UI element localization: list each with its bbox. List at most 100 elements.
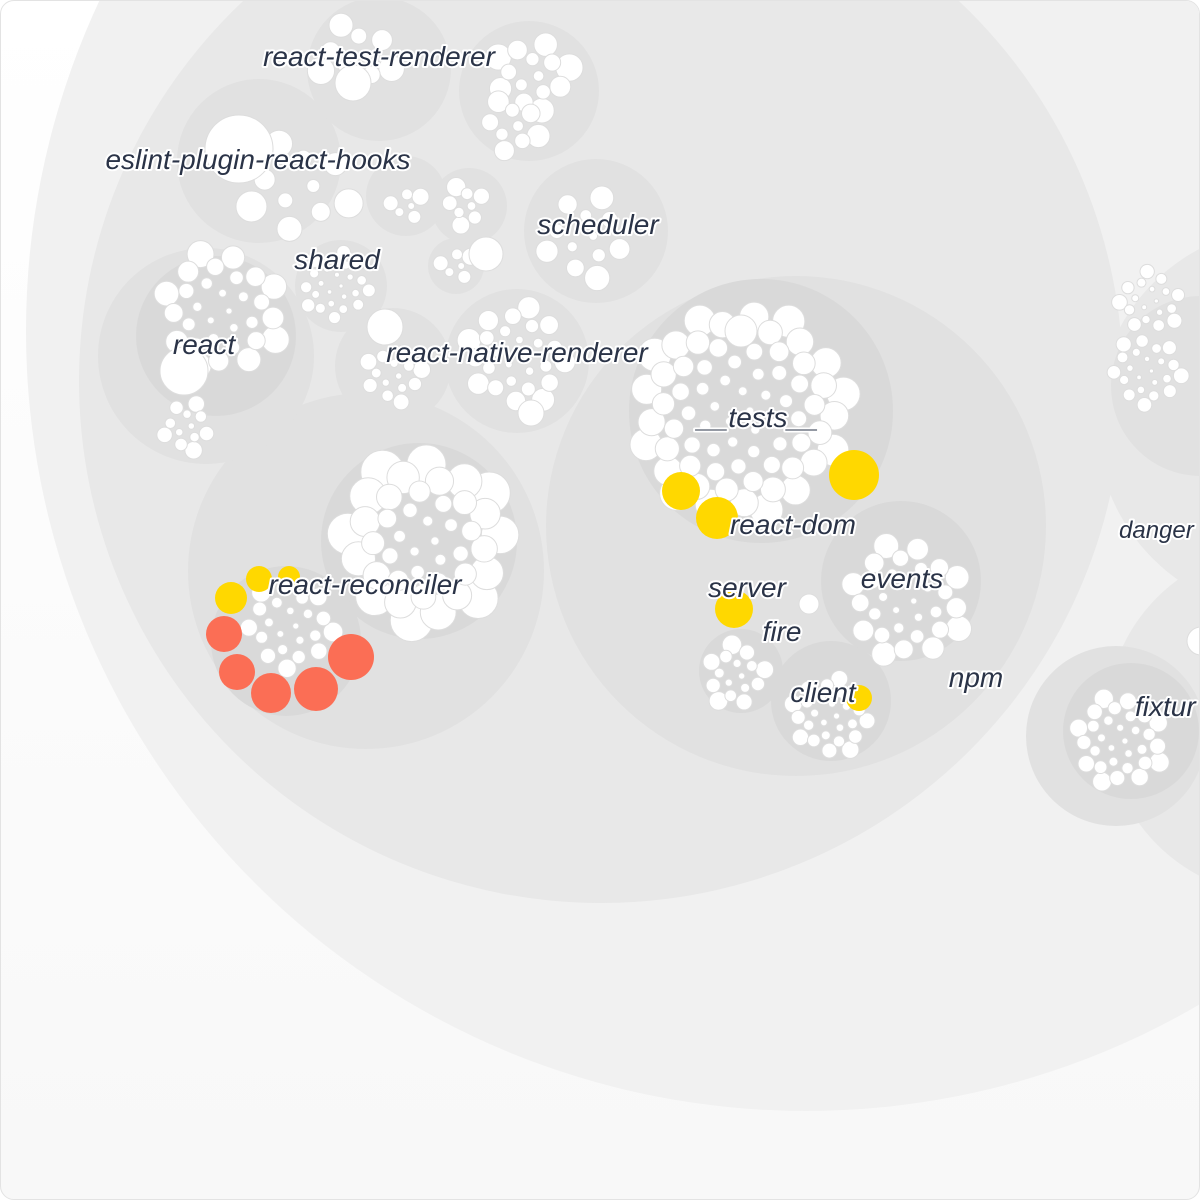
file-circle[interactable] bbox=[359, 352, 378, 371]
file-circle[interactable] bbox=[333, 271, 341, 278]
file-circle[interactable] bbox=[785, 327, 815, 357]
file-circle[interactable] bbox=[259, 647, 277, 664]
file-circle[interactable] bbox=[500, 63, 518, 81]
file-circle[interactable] bbox=[737, 672, 746, 680]
file-circle[interactable] bbox=[1109, 769, 1126, 787]
file-circle[interactable] bbox=[1077, 755, 1096, 773]
file-circle[interactable] bbox=[730, 458, 747, 475]
file-circle[interactable] bbox=[1111, 293, 1128, 311]
file-circle[interactable] bbox=[835, 723, 845, 732]
file-circle[interactable] bbox=[286, 606, 295, 616]
file-circle[interactable] bbox=[451, 215, 471, 235]
file-circle[interactable] bbox=[208, 350, 230, 372]
file-circle[interactable] bbox=[768, 341, 790, 363]
file-circle[interactable] bbox=[1096, 733, 1107, 743]
file-circle[interactable] bbox=[245, 315, 259, 329]
file-circle[interactable] bbox=[893, 639, 914, 660]
file-circle[interactable] bbox=[206, 316, 215, 325]
file-circle[interactable] bbox=[821, 742, 838, 759]
file-circle[interactable] bbox=[1139, 263, 1155, 280]
file-circle[interactable] bbox=[255, 630, 269, 644]
file-circle[interactable] bbox=[1086, 719, 1100, 733]
file-circle[interactable] bbox=[790, 374, 810, 394]
file-circle[interactable] bbox=[323, 152, 348, 177]
file-circle[interactable] bbox=[422, 515, 434, 527]
file-circle[interactable] bbox=[351, 288, 360, 298]
file-circle[interactable] bbox=[1166, 303, 1177, 314]
file-circle[interactable] bbox=[351, 257, 365, 271]
file-circle[interactable] bbox=[410, 583, 437, 610]
file-circle[interactable] bbox=[403, 360, 415, 372]
folder-label-react-native-renderer[interactable]: react-native-renderer bbox=[384, 335, 651, 370]
file-circle[interactable] bbox=[457, 262, 466, 270]
file-circle[interactable] bbox=[750, 424, 761, 435]
file-circle[interactable] bbox=[394, 372, 403, 380]
file-circle[interactable] bbox=[467, 210, 482, 225]
file-circle[interactable] bbox=[452, 490, 478, 516]
file-circle[interactable] bbox=[1119, 374, 1130, 386]
file-circle[interactable] bbox=[229, 323, 239, 333]
file-circle[interactable] bbox=[320, 41, 341, 62]
file-circle[interactable] bbox=[929, 558, 950, 578]
file-circle[interactable] bbox=[601, 211, 619, 229]
file-circle[interactable] bbox=[921, 636, 945, 660]
highlighted-file-yellow[interactable] bbox=[215, 582, 247, 614]
file-circle[interactable] bbox=[868, 607, 882, 621]
file-circle[interactable] bbox=[873, 626, 891, 644]
highlighted-file-yellow[interactable] bbox=[696, 497, 738, 539]
file-circle[interactable] bbox=[261, 306, 285, 330]
file-circle[interactable] bbox=[1130, 725, 1141, 736]
file-circle[interactable] bbox=[277, 658, 297, 679]
file-circle[interactable] bbox=[204, 114, 274, 184]
file-circle[interactable] bbox=[847, 718, 858, 730]
file-circle[interactable] bbox=[803, 394, 826, 416]
file-circle[interactable] bbox=[229, 270, 244, 286]
file-circle[interactable] bbox=[864, 573, 881, 590]
file-circle[interactable] bbox=[481, 113, 500, 132]
file-circle[interactable] bbox=[376, 349, 390, 364]
file-circle[interactable] bbox=[819, 678, 835, 693]
file-circle[interactable] bbox=[747, 444, 761, 459]
file-circle[interactable] bbox=[397, 382, 408, 393]
file-circle[interactable] bbox=[178, 282, 195, 300]
file-circle[interactable] bbox=[863, 552, 885, 574]
file-circle[interactable] bbox=[566, 241, 578, 253]
file-circle[interactable] bbox=[553, 351, 576, 374]
file-circle[interactable] bbox=[264, 617, 274, 628]
file-circle[interactable] bbox=[276, 629, 285, 638]
file-circle[interactable] bbox=[848, 729, 863, 744]
file-circle[interactable] bbox=[802, 719, 815, 731]
folder-label-react-reconciler[interactable]: react-reconciler bbox=[267, 567, 466, 602]
file-circle[interactable] bbox=[858, 712, 876, 730]
file-circle[interactable] bbox=[1172, 367, 1190, 385]
file-circle[interactable] bbox=[663, 418, 685, 439]
file-circle[interactable] bbox=[381, 378, 390, 387]
file-circle[interactable] bbox=[366, 308, 404, 346]
file-circle[interactable] bbox=[832, 712, 841, 720]
file-circle[interactable] bbox=[1161, 287, 1171, 296]
file-circle[interactable] bbox=[186, 240, 215, 269]
file-circle[interactable] bbox=[346, 273, 354, 281]
file-circle[interactable] bbox=[524, 366, 535, 376]
highlighted-file-yellow[interactable] bbox=[278, 566, 300, 588]
folder-label-eslint-plugin-react-hooks[interactable]: eslint-plugin-react-hooks bbox=[103, 142, 412, 177]
file-circle[interactable] bbox=[504, 102, 520, 118]
file-circle[interactable] bbox=[1126, 364, 1134, 372]
file-circle[interactable] bbox=[1106, 365, 1122, 380]
file-circle[interactable] bbox=[503, 307, 522, 326]
file-circle[interactable] bbox=[680, 405, 697, 421]
file-circle[interactable] bbox=[237, 291, 249, 303]
file-circle[interactable] bbox=[1151, 378, 1159, 386]
file-circle[interactable] bbox=[914, 561, 929, 576]
file-circle[interactable] bbox=[333, 188, 364, 219]
file-circle[interactable] bbox=[521, 103, 541, 124]
file-circle[interactable] bbox=[1136, 397, 1153, 413]
file-circle[interactable] bbox=[1108, 756, 1119, 767]
file-circle[interactable] bbox=[702, 652, 721, 671]
file-circle[interactable] bbox=[650, 361, 677, 388]
file-circle[interactable] bbox=[1116, 723, 1125, 732]
file-circle[interactable] bbox=[382, 195, 399, 212]
file-circle[interactable] bbox=[411, 187, 430, 206]
file-circle[interactable] bbox=[407, 376, 423, 392]
